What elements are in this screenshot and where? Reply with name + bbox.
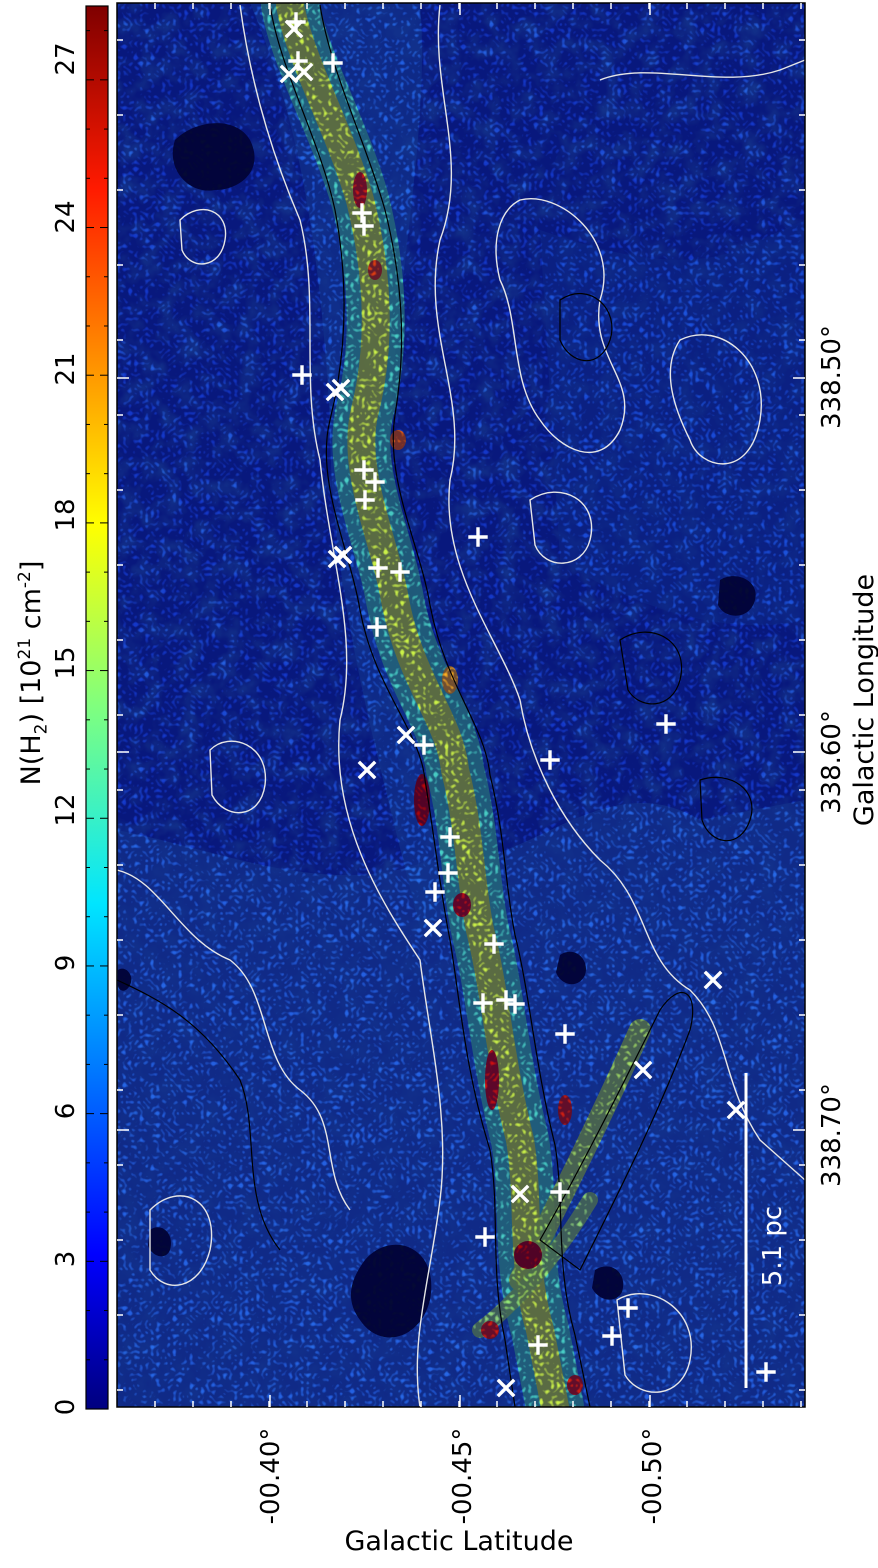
y-axis-title: Galactic Latitude xyxy=(344,1526,574,1557)
cross-marker xyxy=(396,725,416,745)
plus-marker xyxy=(475,1227,495,1247)
cross-marker xyxy=(633,1060,653,1080)
plus-marker xyxy=(352,203,372,223)
map-speckles xyxy=(117,3,805,1407)
black-contour xyxy=(319,4,591,1407)
colorbar-tick-label: 6 xyxy=(51,1102,81,1120)
colorbar-tick-label: 24 xyxy=(51,200,81,234)
colorbar-tick-label: 0 xyxy=(51,1398,81,1416)
colorbar-tick-label: 21 xyxy=(51,352,81,386)
y-axis-tick-label: -00.45° xyxy=(448,1427,478,1525)
colorbar-tick-label: 15 xyxy=(51,646,81,680)
plus-marker xyxy=(550,1182,570,1202)
x-axis-tick-label: 338.50° xyxy=(817,325,847,429)
black-contour xyxy=(117,979,281,1251)
white-contour xyxy=(179,209,227,265)
cross-marker xyxy=(726,1100,746,1120)
white-contour xyxy=(495,198,626,454)
cross-marker xyxy=(331,378,351,398)
cross-marker xyxy=(279,64,299,84)
white-contour xyxy=(616,1293,692,1393)
white-contours xyxy=(117,4,805,1407)
cross-marker xyxy=(423,918,443,938)
plus-marker xyxy=(355,490,375,510)
colorbar xyxy=(85,5,109,1410)
colorbar-tick-label: 27 xyxy=(51,42,81,76)
plus-marker xyxy=(540,750,560,770)
white-contour xyxy=(117,869,351,1211)
white-contour xyxy=(434,4,805,1181)
plus-marker xyxy=(323,53,343,73)
plus-marker xyxy=(354,460,374,480)
black-contour xyxy=(269,4,516,1407)
plus-marker xyxy=(756,1362,776,1382)
axis-ticks xyxy=(117,3,805,1407)
white-contour xyxy=(209,740,266,814)
cross-marker xyxy=(294,62,314,82)
colorbar-label: N(H2) [1021 cm-2] xyxy=(15,560,52,786)
plus-marker xyxy=(468,527,488,547)
black-contour xyxy=(559,293,613,362)
colorbar-tick-label: 9 xyxy=(51,954,81,972)
plus-marker xyxy=(602,1326,622,1346)
white-contour xyxy=(239,4,444,1407)
x-axis-title: Galactic Longitude xyxy=(849,573,878,827)
black-contour xyxy=(539,991,694,1271)
plus-marker xyxy=(414,735,434,755)
cross-marker xyxy=(357,760,377,780)
colorbar-gradient xyxy=(85,5,109,1410)
plus-marker xyxy=(528,1335,548,1355)
white-contour xyxy=(599,59,805,81)
y-axis-tick-label: -00.50° xyxy=(638,1427,668,1525)
colorbar-tick-label: 12 xyxy=(51,793,81,827)
plus-marker xyxy=(440,827,460,847)
black-contour xyxy=(619,631,683,705)
plus-marker xyxy=(365,472,385,492)
plus-marker xyxy=(555,1024,575,1044)
plus-marker xyxy=(505,994,525,1014)
plus-marker xyxy=(656,714,676,734)
y-axis-tick-label: -00.40° xyxy=(256,1427,286,1525)
white-contour xyxy=(529,491,593,564)
plus-marker xyxy=(618,1298,638,1318)
plus-marker xyxy=(292,365,312,385)
colorbar-ticks xyxy=(86,30,108,1410)
plus-marker xyxy=(473,993,493,1013)
column-density-map xyxy=(117,3,805,1407)
cross-marker xyxy=(510,1184,530,1204)
x-axis-tick-label: 338.60° xyxy=(817,710,847,814)
cross-marker xyxy=(284,19,304,39)
colorbar-tick-label: 3 xyxy=(51,1250,81,1268)
plus-marker xyxy=(484,934,504,954)
colorbar-tick-label: 18 xyxy=(51,498,81,532)
map-frame xyxy=(116,2,806,1408)
plus-marker xyxy=(354,216,374,236)
white-contour xyxy=(669,334,762,465)
x-axis-tick-label: 338.70° xyxy=(817,1083,847,1187)
black-contour xyxy=(699,776,753,842)
plus-marker xyxy=(425,882,445,902)
black-contours xyxy=(117,4,753,1407)
cross-marker xyxy=(333,545,353,565)
plus-marker xyxy=(390,562,410,582)
scale-bar-label: 5.1 pc xyxy=(758,1205,788,1287)
white-contour xyxy=(149,1195,213,1286)
plus-marker xyxy=(438,863,458,883)
cross-marker xyxy=(703,970,723,990)
source-markers xyxy=(279,12,776,1398)
plus-marker xyxy=(368,558,388,578)
plus-marker xyxy=(367,617,387,637)
cross-marker xyxy=(496,1378,516,1398)
